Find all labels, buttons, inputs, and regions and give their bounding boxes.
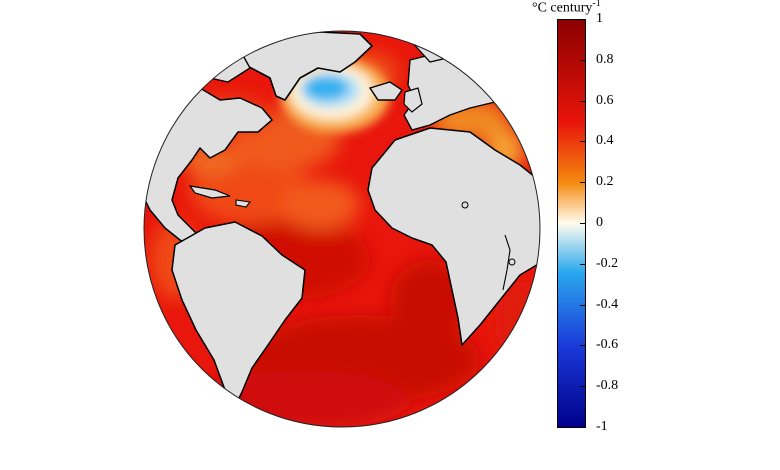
warming-patch — [280, 180, 360, 230]
colorbar-tick-mark — [580, 427, 585, 428]
arctic-islands-landmass — [233, 35, 266, 49]
iceland-landmass — [368, 81, 403, 101]
colorbar-tick-label: -0.4 — [596, 296, 619, 312]
colorbar-tick-mark — [580, 100, 585, 102]
globe-outline — [143, 30, 541, 428]
colorbar-tick-mark — [580, 304, 585, 306]
island-outline — [508, 258, 516, 266]
south-america-landmass — [171, 221, 306, 409]
colorbar-tick-mark — [580, 223, 585, 224]
colorbar-tick-mark — [580, 59, 585, 61]
colorbar-tick-label: 0.6 — [596, 92, 614, 108]
colorbar-tick-label: -0.8 — [596, 378, 619, 394]
colorbar-tick-mark — [580, 263, 585, 265]
warming-hole-core — [304, 76, 348, 100]
colorbar-tick-label: 1 — [596, 11, 603, 26]
colorbar — [557, 19, 586, 428]
africa-landmass — [367, 127, 540, 346]
colorbar-tick-label: 0.2 — [596, 174, 614, 190]
colorbar-title: °C century-1 — [532, 0, 601, 17]
colorbar-tick-mark — [580, 182, 585, 184]
britain-landmass — [403, 87, 423, 113]
colorbar-tick-mark — [580, 386, 585, 388]
colorbar-tick-mark — [580, 19, 585, 20]
colorbar-tick-label: -0.6 — [596, 337, 619, 353]
island-outline — [461, 201, 469, 209]
colorbar-tick-label: 0 — [596, 215, 603, 230]
colorbar-tick-mark — [580, 141, 585, 143]
colorbar-unit: °C century — [532, 0, 593, 16]
colorbar-tick-label: 0.8 — [596, 51, 614, 67]
greenland-landmass — [239, 31, 373, 101]
north-america-landmass — [144, 87, 273, 253]
colorbar-tick-mark — [580, 345, 585, 347]
caribbean-islands-landmass — [235, 199, 252, 208]
colorbar-unit-exponent: -1 — [592, 0, 601, 9]
caribbean-islands-landmass — [188, 185, 231, 199]
colorbar-tick-label: -1 — [596, 419, 608, 434]
colorbar-tick-label: -0.2 — [596, 255, 619, 271]
coast-detail — [502, 234, 511, 291]
colorbar-tick-label: 0.4 — [596, 133, 614, 149]
